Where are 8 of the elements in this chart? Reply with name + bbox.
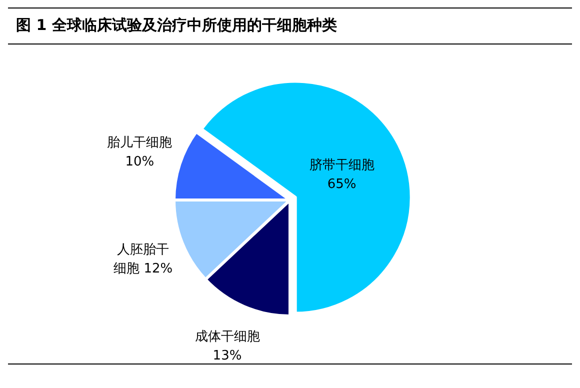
slice-label: 成体干细胞	[194, 330, 260, 345]
data-label: 65%	[327, 177, 356, 192]
chart-title: 图 1 全球临床试验及治疗中所使用的干细胞种类	[16, 16, 337, 34]
data-label: 10%	[125, 154, 154, 170]
slice-label: 胎儿干细胞	[107, 136, 172, 151]
slice-label: 脐带干细胞	[309, 158, 374, 174]
slice-label: 人胚胎干细胞 12%	[114, 242, 173, 277]
data-label: 13%	[212, 348, 242, 364]
